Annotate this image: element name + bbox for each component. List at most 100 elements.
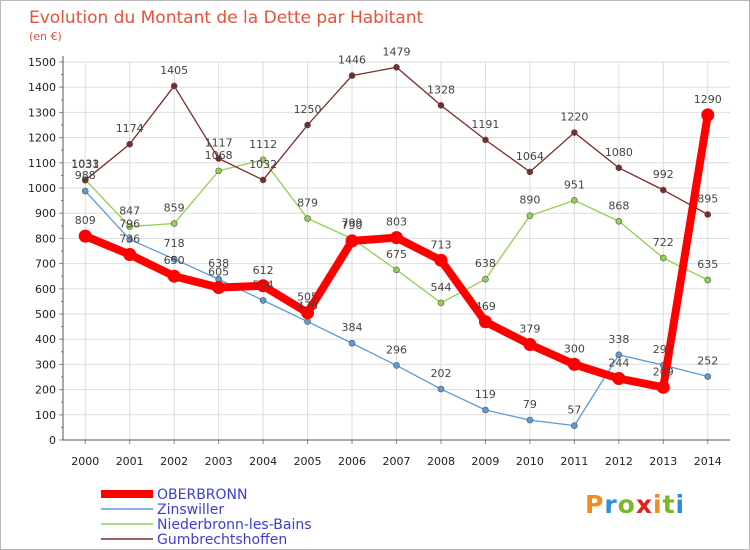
- data-point-oberbronn: [256, 279, 270, 293]
- data-point-gumbrechtshoffen: [215, 155, 222, 162]
- data-point-gumbrechtshoffen: [81, 176, 89, 184]
- data-point-zinswiller: [437, 385, 445, 393]
- series-lines: [78, 63, 715, 429]
- data-point-oberbronn: [478, 315, 492, 329]
- data-label-niederbronn-les-bains: 722: [653, 236, 674, 249]
- y-tick-label: 800: [35, 232, 56, 245]
- data-point-zinswiller: [571, 422, 578, 429]
- data-point-niederbronn-les-bains: [704, 276, 712, 284]
- data-point-zinswiller: [704, 373, 712, 380]
- data-point-gumbrechtshoffen: [615, 164, 623, 172]
- data-label-gumbrechtshoffen: 1031: [71, 158, 99, 171]
- data-label-oberbronn: 803: [386, 216, 407, 229]
- data-label-oberbronn: 736: [119, 233, 140, 246]
- data-label-zinswiller: 718: [164, 237, 185, 250]
- data-point-oberbronn: [656, 380, 670, 394]
- data-point-oberbronn: [345, 234, 359, 248]
- data-point-oberbronn: [612, 372, 626, 386]
- data-label-gumbrechtshoffen: 1405: [160, 64, 188, 77]
- data-point-oberbronn: [523, 337, 537, 351]
- data-label-niederbronn-les-bains: 638: [475, 257, 496, 270]
- data-label-zinswiller: 79: [523, 398, 537, 411]
- data-label-gumbrechtshoffen: 1328: [427, 83, 455, 96]
- data-point-gumbrechtshoffen: [526, 168, 534, 176]
- data-point-oberbronn: [167, 269, 181, 283]
- data-label-zinswiller: 57: [567, 404, 581, 417]
- data-point-zinswiller: [126, 236, 133, 243]
- data-point-gumbrechtshoffen: [437, 102, 445, 109]
- data-point-zinswiller: [482, 406, 489, 414]
- x-tick-label: 2010: [516, 455, 544, 468]
- data-label-oberbronn: 469: [475, 300, 496, 313]
- data-point-gumbrechtshoffen: [393, 63, 400, 71]
- data-point-zinswiller: [170, 255, 178, 263]
- data-point-zinswiller: [348, 339, 356, 347]
- data-point-oberbronn: [212, 281, 226, 295]
- legend: OBERBRONNZinswillerNiederbronn-les-Bains…: [101, 487, 312, 548]
- data-label-zinswiller: 384: [342, 321, 363, 334]
- data-point-oberbronn: [701, 108, 715, 122]
- data-point-gumbrechtshoffen: [348, 72, 356, 79]
- data-point-niederbronn-les-bains: [215, 167, 222, 175]
- data-label-oberbronn: 713: [430, 238, 451, 251]
- data-point-oberbronn: [567, 357, 581, 371]
- data-point-niederbronn-les-bains: [571, 197, 578, 204]
- x-tick-label: 2000: [71, 455, 99, 468]
- data-point-niederbronn-les-bains: [170, 220, 178, 227]
- data-label-oberbronn: 809: [75, 214, 96, 227]
- x-tick-label: 2008: [427, 455, 455, 468]
- y-tick-label: 200: [35, 384, 56, 397]
- data-label-zinswiller: 470: [297, 300, 318, 313]
- data-point-gumbrechtshoffen: [304, 121, 311, 129]
- y-tick-label: 300: [35, 358, 56, 371]
- y-tick-label: 1100: [28, 157, 56, 170]
- data-point-oberbronn: [434, 253, 448, 267]
- data-point-niederbronn-les-bains: [615, 217, 623, 225]
- data-label-oberbronn: 505: [297, 291, 318, 304]
- data-label-zinswiller: 119: [475, 388, 496, 401]
- data-point-gumbrechtshoffen: [571, 129, 578, 136]
- data-point-zinswiller: [615, 351, 623, 359]
- data-label-zinswiller: 297: [653, 343, 674, 356]
- data-point-zinswiller: [259, 297, 267, 304]
- logo-letter: P: [585, 490, 605, 519]
- data-label-oberbronn: 1290: [694, 93, 722, 106]
- data-point-niederbronn-les-bains: [304, 215, 311, 222]
- data-label-gumbrechtshoffen: 1064: [516, 150, 544, 163]
- data-point-oberbronn: [123, 248, 137, 262]
- y-tick-label: 1200: [28, 132, 56, 145]
- data-label-gumbrechtshoffen: 1220: [560, 111, 588, 124]
- y-tick-label: 1300: [28, 106, 56, 119]
- data-label-niederbronn-les-bains: 1112: [249, 138, 277, 151]
- data-label-niederbronn-les-bains: 675: [386, 248, 407, 261]
- x-tick-label: 2004: [249, 455, 277, 468]
- data-point-niederbronn-les-bains: [526, 212, 534, 220]
- data-point-gumbrechtshoffen: [259, 176, 267, 184]
- data-label-gumbrechtshoffen: 1250: [294, 103, 322, 116]
- data-label-gumbrechtshoffen: 1479: [383, 45, 411, 58]
- chart-title: Evolution du Montant de la Dette par Hab…: [29, 8, 424, 28]
- data-label-oberbronn: 650: [164, 254, 185, 267]
- data-point-gumbrechtshoffen: [704, 211, 712, 218]
- data-labels: 1031117414051117103212501446147913281191…: [71, 45, 722, 416]
- data-label-niederbronn-les-bains: 1033: [71, 158, 99, 171]
- data-label-niederbronn-les-bains: 635: [697, 258, 718, 271]
- data-point-niederbronn-les-bains: [393, 266, 400, 274]
- data-point-gumbrechtshoffen: [482, 136, 489, 144]
- y-tick-label: 1400: [28, 81, 56, 94]
- data-point-oberbronn: [78, 229, 92, 243]
- data-label-niederbronn-les-bains: 890: [519, 194, 540, 207]
- legend-entry-zinswiller: Zinswiller: [157, 502, 224, 518]
- data-point-gumbrechtshoffen: [659, 186, 667, 194]
- y-tick-label: 400: [35, 333, 56, 346]
- data-label-gumbrechtshoffen: 1080: [605, 146, 633, 159]
- data-label-niederbronn-les-bains: 868: [608, 199, 629, 212]
- data-label-gumbrechtshoffen: 1446: [338, 54, 366, 67]
- x-tick-label: 2006: [338, 455, 366, 468]
- y-tick-label: 700: [35, 258, 56, 271]
- x-tick-label: 2002: [160, 455, 188, 468]
- data-point-oberbronn: [301, 306, 315, 320]
- data-point-niederbronn-les-bains: [259, 156, 267, 164]
